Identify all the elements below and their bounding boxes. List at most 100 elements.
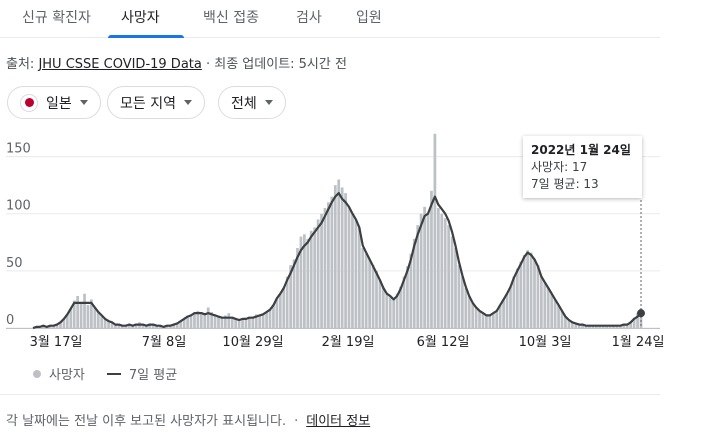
daily-bar [498,305,502,328]
daily-bar [227,313,231,328]
daily-bar [344,193,347,328]
active-tab-indicator [108,35,184,38]
period-filter[interactable]: 전체 [218,86,286,119]
deaths-chart[interactable]: 0 50 100 150 3월 17일 7월 8일 10월 29일 2월 19일 6월 12일… [0,128,701,358]
footer-separator: · [294,414,299,429]
daily-bar [371,265,375,328]
daily-bar [357,227,361,328]
daily-bar [536,265,540,328]
daily-bar [632,317,636,328]
daily-bar [409,253,413,328]
daily-bar [577,324,581,328]
daily-bar [594,325,598,328]
daily-bar [289,265,293,328]
seven-day-average-line [32,192,642,330]
daily-bar [72,300,76,328]
daily-bar [254,314,258,328]
daily-bar [399,286,402,328]
hover-point [637,309,645,318]
daily-bar [375,270,378,328]
daily-bar [464,288,468,328]
daily-bar [584,325,588,328]
source-link[interactable]: JHU CSSE COVID-19 Data [38,57,202,72]
source-prefix: 출처: [6,57,39,72]
tab-deaths[interactable]: 사망자 [121,10,160,26]
daily-bar [543,282,547,328]
tooltip-deaths: 사망자: 17 [531,160,588,174]
tab-tests[interactable]: 검사 [296,10,322,26]
daily-bar [419,213,423,328]
daily-bar [361,248,365,328]
x-tick-label: 2월 19일 [322,335,375,350]
daily-bar [79,302,83,328]
daily-bar [172,324,176,328]
daily-bar [296,248,299,328]
daily-bar [261,314,265,328]
country-filter[interactable]: 일본 [7,86,101,119]
caret-down-icon [264,100,273,105]
daily-bar [447,225,451,328]
daily-bar [502,299,505,328]
data-info-link[interactable]: 데이터 정보 [306,414,371,429]
x-tick-label: 7월 8일 [142,335,187,350]
daily-bar [316,219,320,328]
daily-bar [474,307,478,328]
daily-bar [423,206,426,328]
daily-bar [203,314,207,328]
daily-bar [210,312,213,328]
daily-bar [251,317,255,328]
tab-hospitalizations[interactable]: 입원 [356,10,382,26]
daily-bar [65,314,69,328]
daily-bar [272,305,275,328]
daily-bar [196,310,200,328]
tab-bar: 신규 확진자 사망자 백신 접종 검사 입원 [0,0,660,38]
daily-bar [320,213,323,328]
daily-bar [217,316,220,328]
legend-average-label: 7일 평균 [128,368,178,383]
daily-bar [378,280,382,328]
daily-bar [86,305,90,328]
daily-bar [131,325,134,328]
daily-bar [368,259,372,328]
daily-bar [533,259,536,328]
legend-average-line-icon [106,372,121,375]
daily-bar [629,322,633,328]
daily-bar [169,325,172,328]
tab-new-cases[interactable]: 신규 확진자 [22,10,91,26]
daily-bar [364,253,368,328]
daily-bar [282,288,286,328]
daily-bar [120,325,124,328]
daily-bar [567,320,571,328]
daily-bar [522,254,526,328]
daily-bar [220,317,224,328]
region-filter[interactable]: 모든 지역 [107,86,205,119]
daily-bar [186,316,189,328]
daily-bar [636,313,639,328]
daily-bar [619,325,622,328]
x-tick-label: 10월 29일 [222,335,283,350]
daily-bar [52,325,55,328]
daily-bar [388,296,392,328]
daily-bar [550,293,554,328]
japan-flag-icon [20,93,38,112]
daily-bar [199,312,203,328]
daily-bar [285,276,289,328]
daily-bar [601,325,605,328]
daily-bar [351,213,354,328]
daily-bar [144,325,148,328]
daily-bar [461,276,464,328]
daily-bar [333,185,337,328]
daily-bar [515,268,519,328]
daily-bar [457,265,461,328]
chart-legend: 사망자 7일 평균 [33,364,177,383]
daily-bar [509,286,512,328]
daily-bar [354,219,358,328]
daily-bar [265,312,268,328]
tab-vaccinations[interactable]: 백신 접종 [203,10,259,26]
daily-bar [485,315,488,328]
x-tick-label: 3월 17일 [30,335,83,350]
caret-down-icon [79,100,88,105]
daily-bar [206,307,210,328]
daily-bar [117,324,121,328]
daily-bar [175,323,179,328]
